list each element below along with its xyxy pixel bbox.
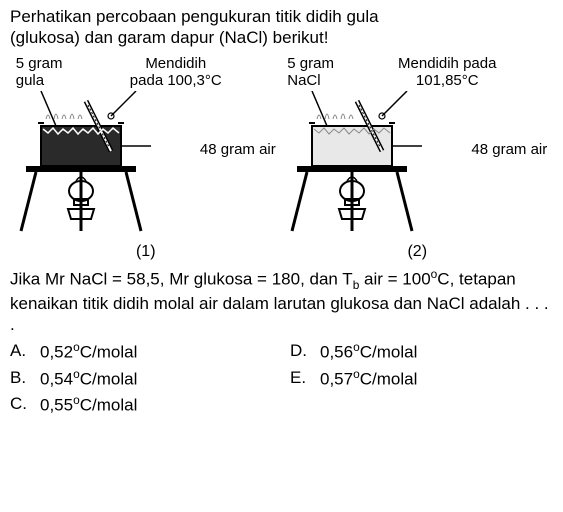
diagram-2-number: (2)	[287, 243, 547, 261]
option-c-value: 0,55oC/molal	[40, 392, 137, 418]
diagram-2-substance-label: 5 gram NaCl	[287, 55, 347, 90]
apparatus-2-svg	[287, 91, 467, 241]
diagram-1-number: (1)	[16, 243, 276, 261]
diagram-1: 5 gram gula Mendidih pada 100,3°C	[16, 55, 276, 262]
diagram-2: 5 gram NaCl Mendidih pada 101,85°C	[287, 55, 547, 262]
diagrams-container: 5 gram gula Mendidih pada 100,3°C	[10, 55, 553, 262]
given-text: Jika Mr NaCl = 58,5, Mr glukosa = 180, d…	[10, 267, 553, 335]
option-e-value: 0,57oC/molal	[320, 366, 417, 392]
option-b-value: 0,54oC/molal	[40, 366, 137, 392]
diagram-2-labels: 5 gram NaCl Mendidih pada 101,85°C	[287, 55, 547, 90]
option-a-value: 0,52oC/molal	[40, 339, 137, 365]
option-b: B. 0,54oC/molal	[10, 366, 290, 392]
diagram-1-apparatus: 48 gram air	[16, 91, 276, 241]
diagram-1-labels: 5 gram gula Mendidih pada 100,3°C	[16, 55, 276, 90]
diagram-2-water-label: 48 gram air	[471, 141, 547, 158]
option-e: E. 0,57oC/molal	[290, 366, 553, 392]
diagram-2-boiling-label: Mendidih pada 101,85°C	[347, 55, 547, 90]
diagram-1-substance-label: 5 gram gula	[16, 55, 76, 90]
option-e-letter: E.	[290, 366, 320, 392]
option-c: C. 0,55oC/molal	[10, 392, 290, 418]
option-d: D. 0,56oC/molal	[290, 339, 553, 365]
diagram-2-apparatus: 48 gram air	[287, 91, 547, 241]
options-left-column: A. 0,52oC/molal B. 0,54oC/molal C. 0,55o…	[10, 339, 290, 418]
question-text: Perhatikan percobaan pengukuran titik di…	[10, 6, 553, 49]
option-d-value: 0,56oC/molal	[320, 339, 417, 365]
option-c-letter: C.	[10, 392, 40, 418]
diagram-1-water-label: 48 gram air	[200, 141, 276, 158]
question-line2: (glukosa) dan garam dapur (NaCl) berikut…	[10, 28, 328, 47]
apparatus-1-svg	[16, 91, 196, 241]
option-a: A. 0,52oC/molal	[10, 339, 290, 365]
options-right-column: D. 0,56oC/molal E. 0,57oC/molal	[290, 339, 553, 418]
option-a-letter: A.	[10, 339, 40, 365]
option-d-letter: D.	[290, 339, 320, 365]
option-b-letter: B.	[10, 366, 40, 392]
options-container: A. 0,52oC/molal B. 0,54oC/molal C. 0,55o…	[10, 339, 553, 418]
diagram-1-boiling-label: Mendidih pada 100,3°C	[76, 55, 276, 90]
question-line1: Perhatikan percobaan pengukuran titik di…	[10, 7, 379, 26]
